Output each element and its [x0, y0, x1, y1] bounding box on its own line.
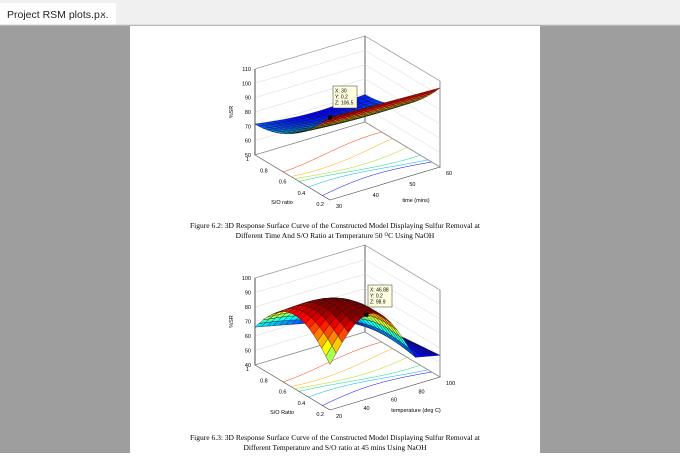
- caption-line: Figure 6.2: 3D Response Surface Curve of…: [190, 221, 481, 230]
- x-tick-label: 80: [419, 389, 425, 395]
- y-tick-label: 0.6: [279, 390, 287, 396]
- caption-text: O: [384, 233, 388, 238]
- y-tick-label: 0.4: [298, 401, 306, 407]
- y-axis-label: S/O ratio: [271, 200, 293, 206]
- contour: [294, 147, 408, 180]
- x-axis-label: temperature (deg C): [391, 408, 441, 414]
- z-axis-label: %SR: [229, 106, 235, 119]
- grid-line: [254, 259, 441, 305]
- z-tick-label: 50: [245, 349, 251, 355]
- y-tick-label: 0.8: [260, 168, 268, 174]
- contour: [308, 369, 429, 398]
- caption-line: Different Temperature and S/O ratio at 4…: [243, 443, 427, 452]
- tab[interactable]: [0, 3, 116, 25]
- contour: [290, 138, 393, 177]
- contour: [283, 131, 382, 173]
- contour: [298, 364, 421, 392]
- caption-line: Figure 6.3: 3D Response Surface Curve of…: [190, 433, 481, 442]
- z-tick-label: 40: [245, 363, 251, 369]
- contour: [322, 371, 432, 406]
- contour: [308, 159, 429, 188]
- grid-line: [254, 302, 441, 349]
- z-tick-label: 70: [245, 124, 251, 130]
- datatip-marker: [328, 115, 332, 120]
- grid-line: [254, 331, 441, 378]
- grid-line: [254, 273, 441, 320]
- grid-line: [254, 78, 441, 125]
- z-tick-label: 60: [245, 334, 251, 340]
- y-tick-label: 0.8: [260, 378, 268, 384]
- datatip-text: Y: 0.2: [370, 294, 383, 300]
- datatip-marker: [364, 312, 369, 317]
- grid-line: [254, 93, 441, 139]
- datatip-text: Z: 98.9: [370, 300, 386, 306]
- datatip-box: [332, 85, 358, 109]
- z-tick-label: 80: [245, 305, 251, 311]
- datatip-text: Z: 106.5: [335, 101, 354, 107]
- y-tick-label: 0.4: [298, 191, 306, 197]
- z-tick-label: 90: [245, 96, 251, 102]
- y-tick-label: 0.6: [279, 180, 287, 186]
- contour: [294, 357, 408, 390]
- z-tick-label: 80: [245, 110, 251, 116]
- x-tick-label: 100: [446, 381, 455, 387]
- grid-line: [254, 244, 441, 291]
- grid-line: [254, 35, 441, 82]
- z-tick-label: 100: [242, 276, 251, 282]
- tab-close[interactable]: ×: [100, 9, 106, 21]
- x-tick-label: 30: [336, 204, 342, 210]
- datatip-text: X: 30: [335, 89, 347, 95]
- y-axis-label: S/O Ratio: [270, 410, 294, 416]
- x-tick-label: 20: [336, 414, 342, 420]
- surface-patch: [325, 345, 337, 365]
- caption-text: Different Temperature and S/O ratio at 4…: [243, 443, 427, 452]
- z-axis-label: %SR: [229, 315, 235, 328]
- y-tick-label: 1: [246, 367, 249, 373]
- contour: [290, 348, 393, 387]
- x-axis-label: time (mins): [402, 198, 429, 204]
- x-tick-label: 60: [391, 398, 397, 404]
- grid-line: [254, 121, 441, 168]
- x-tick-label: 60: [446, 171, 452, 177]
- x-tick-label: 50: [409, 182, 415, 188]
- datatip-text: Y: 0.2: [335, 95, 348, 101]
- x-tick-label: 40: [373, 193, 379, 199]
- z-tick-label: 110: [242, 67, 251, 73]
- datatip-text: X: 46.88: [370, 288, 389, 294]
- y-tick-label: 0.2: [316, 202, 324, 208]
- caption-text: C Using NaOH: [388, 231, 435, 240]
- caption-text: Different Time And S/O Ratio at Temperat…: [236, 231, 385, 240]
- z-tick-label: 50: [245, 153, 251, 159]
- z-tick-label: 70: [245, 320, 251, 326]
- caption-line: Different Time And S/O Ratio at Temperat…: [236, 231, 435, 240]
- z-tick-label: 100: [242, 81, 251, 87]
- y-tick-label: 0.2: [316, 412, 324, 418]
- y-tick-label: 1: [246, 157, 249, 163]
- datatip-box: [367, 284, 393, 308]
- contour: [322, 161, 432, 196]
- z-tick-label: 60: [245, 139, 251, 145]
- grid-line: [254, 50, 441, 96]
- z-tick-label: 90: [245, 291, 251, 297]
- contour: [298, 154, 421, 182]
- tab-title: Project RSM plots.p...: [7, 9, 109, 21]
- x-tick-label: 40: [364, 406, 370, 412]
